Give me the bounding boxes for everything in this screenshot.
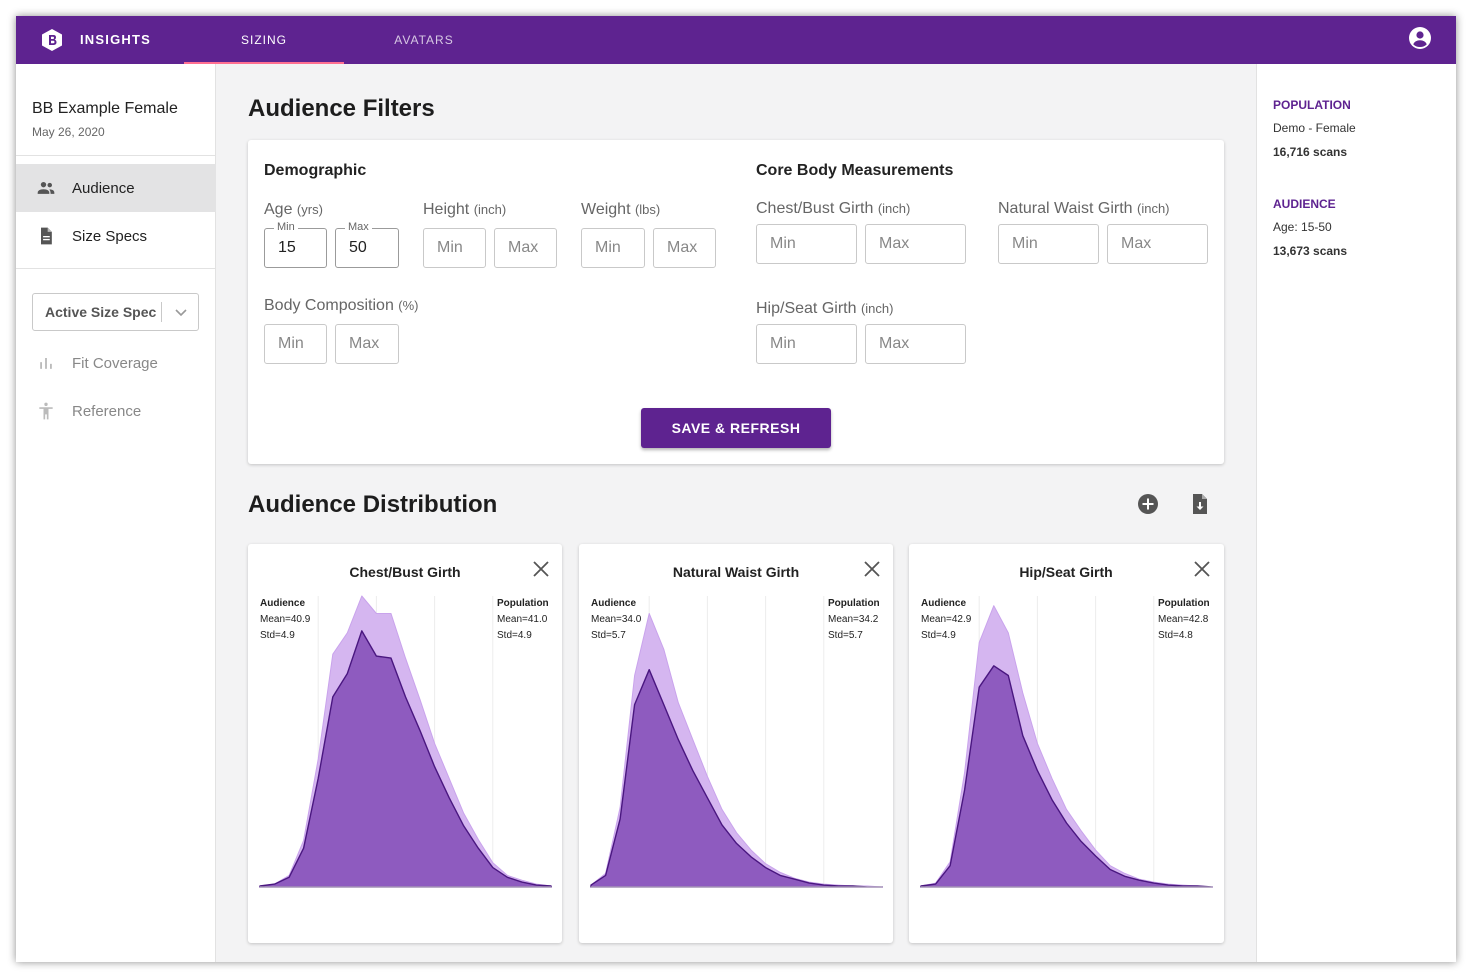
population-scans: 16,716 scans [1273, 145, 1348, 159]
bar-chart-icon [40, 358, 52, 369]
audience-area [920, 665, 1213, 888]
audience-stats: Audience Mean=34.0 Std=5.7 [591, 598, 642, 641]
age-min-input[interactable]: Min 15 [264, 221, 327, 268]
accessibility-icon [39, 402, 53, 420]
hip-min-input[interactable]: Min [756, 324, 857, 364]
weight-max-input[interactable]: Max [653, 228, 716, 268]
age-label: Age (yrs) [264, 201, 323, 218]
body-composition-label: Body Composition (%) [264, 297, 419, 314]
chart-card-hip: Hip/Seat Girth Audience Mean=42.9 Std=4.… [909, 544, 1224, 943]
audience-area [259, 630, 552, 888]
age-max-legend: Max [345, 221, 372, 234]
select-value: Active Size Spec [45, 304, 157, 320]
tab-avatars[interactable]: AVATARS [394, 33, 454, 47]
audience-stats: Audience Mean=42.9 Std=4.9 [921, 598, 972, 641]
chart-card-chest: Chest/Bust Girth Audience Mean=40.9 Std=… [248, 544, 562, 943]
chest-min-input[interactable]: Min [756, 224, 857, 264]
sidebar-item-label: Reference [72, 402, 142, 420]
brand-name[interactable]: INSIGHTS [80, 32, 151, 47]
age-min-legend: Min [274, 221, 298, 234]
active-size-spec-select[interactable]: Active Size Spec [32, 293, 199, 331]
sidebar-item-fit-coverage[interactable]: Fit Coverage [16, 339, 216, 387]
sidebar-item-audience[interactable]: Audience [16, 164, 216, 212]
waist-label: Natural Waist Girth (inch) [998, 200, 1170, 217]
sidebar-divider [16, 155, 216, 156]
population-heading: POPULATION [1273, 98, 1351, 112]
chest-max-input[interactable]: Max [865, 224, 966, 264]
audience-description: Age: 15-50 [1273, 220, 1332, 234]
audience-area [590, 669, 883, 888]
waist-max-input[interactable]: Max [1107, 224, 1208, 264]
chest-distribution-chart [259, 595, 552, 888]
close-icon[interactable] [1193, 560, 1211, 578]
height-max-input[interactable]: Max [494, 228, 557, 268]
height-label: Height (inch) [423, 201, 507, 218]
weight-label: Weight (lbs) [581, 201, 661, 218]
hip-distribution-chart [920, 596, 1213, 888]
sidebar-item-label: Audience [72, 179, 135, 197]
close-icon[interactable] [863, 560, 881, 578]
people-icon [37, 182, 55, 194]
chart-title: Hip/Seat Girth [1019, 564, 1113, 580]
summary-panel: POPULATION Demo - Female 16,716 scans AU… [1256, 64, 1456, 962]
top-app-bar: INSIGHTS SIZING AVATARS [16, 16, 1456, 64]
audience-distribution-title: Audience Distribution [248, 491, 498, 518]
project-date: May 26, 2020 [32, 125, 105, 139]
close-icon[interactable] [532, 560, 550, 578]
sidebar-divider [16, 268, 216, 269]
sidebar-item-label: Size Specs [72, 227, 148, 245]
core-measurements-title: Core Body Measurements [756, 162, 954, 179]
add-circle-icon[interactable] [1136, 492, 1160, 516]
waist-min-input[interactable]: Min [998, 224, 1099, 264]
population-stats: Population Mean=41.0 Std=4.9 [497, 598, 549, 641]
body-composition-min-input[interactable]: Min [264, 324, 327, 364]
sidebar-item-size-specs[interactable]: Size Specs [16, 212, 216, 260]
document-icon [41, 227, 52, 245]
chart-card-waist: Natural Waist Girth Audience Mean=34.0 S… [579, 544, 893, 943]
brand-logo-icon[interactable] [40, 28, 64, 52]
save-refresh-button[interactable]: SAVE & REFRESH [641, 408, 831, 448]
audience-filters-title: Audience Filters [248, 95, 435, 122]
waist-distribution-chart [590, 596, 883, 888]
audience-stats: Audience Mean=40.9 Std=4.9 [260, 598, 311, 641]
sidebar-item-label: Fit Coverage [72, 354, 158, 372]
age-min-value: 15 [278, 239, 296, 256]
audience-scans: 13,673 scans [1273, 244, 1348, 258]
population-name: Demo - Female [1273, 121, 1356, 135]
tab-sizing[interactable]: SIZING [184, 16, 344, 64]
chest-label: Chest/Bust Girth (inch) [756, 200, 911, 217]
hip-max-input[interactable]: Max [865, 324, 966, 364]
sidebar-item-reference[interactable]: Reference [16, 387, 216, 435]
left-sidebar: BB Example Female May 26, 2020 Audience … [16, 64, 216, 962]
age-max-input[interactable]: Max 50 [335, 221, 399, 268]
select-separator [161, 302, 162, 322]
hip-label: Hip/Seat Girth (inch) [756, 300, 894, 317]
body-composition-max-input[interactable]: Max [335, 324, 399, 364]
account-circle-icon[interactable] [1408, 26, 1432, 50]
age-max-value: 50 [349, 239, 367, 256]
chart-title: Natural Waist Girth [672, 564, 800, 580]
app-window: INSIGHTS SIZING AVATARS BB Example Femal… [16, 16, 1456, 962]
population-stats: Population Mean=34.2 Std=5.7 [828, 598, 880, 641]
weight-min-input[interactable]: Min [581, 228, 645, 268]
file-download-icon[interactable] [1188, 492, 1212, 516]
chevron-down-icon [175, 309, 187, 317]
demographic-title: Demographic [264, 162, 367, 179]
chart-title: Chest/Bust Girth [349, 564, 461, 580]
population-stats: Population Mean=42.8 Std=4.8 [1158, 598, 1210, 641]
project-name: BB Example Female [32, 100, 178, 117]
audience-filters-card: Demographic Age (yrs) Min 15 Max 50 Heig… [248, 140, 1224, 464]
height-min-input[interactable]: Min [423, 228, 486, 268]
audience-heading: AUDIENCE [1273, 197, 1336, 211]
